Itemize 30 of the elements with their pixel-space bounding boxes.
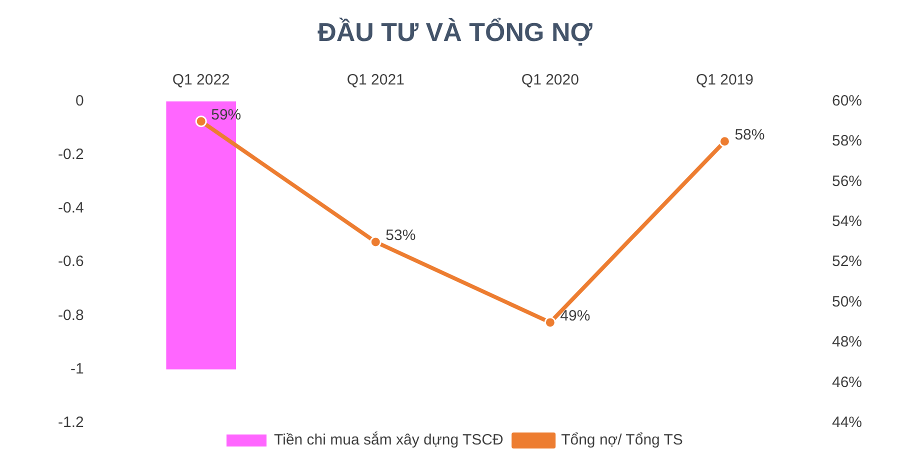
y-tick-label: -0.8 xyxy=(58,306,84,324)
point xyxy=(195,116,207,128)
x-tick-label: Q1 2020 xyxy=(521,71,579,88)
y2-tick-label: 50% xyxy=(832,293,862,310)
y2-tick-label: 60% xyxy=(832,92,862,110)
y-tick-label: -1 xyxy=(70,360,84,378)
x-tick-label: Q1 2021 xyxy=(346,71,404,88)
point xyxy=(370,236,382,248)
y2-tick-label: 54% xyxy=(832,213,862,230)
data-label: 58% xyxy=(734,126,765,144)
y-tick-label: -0.6 xyxy=(58,253,84,270)
point xyxy=(544,316,556,328)
y2-tick-label: 56% xyxy=(832,172,862,190)
data-label: 53% xyxy=(386,227,416,244)
y2-tick-label: 52% xyxy=(832,253,862,270)
y2-tick-label: 58% xyxy=(832,132,862,150)
point xyxy=(718,136,730,148)
y-tick-label: -0.4 xyxy=(58,200,84,217)
y2-tick-label: 48% xyxy=(832,334,862,351)
y2-tick-label: 46% xyxy=(832,374,862,391)
y-tick-label: 0 xyxy=(76,92,84,110)
x-tick-label: Q1 2019 xyxy=(696,71,754,88)
data-label: 49% xyxy=(560,308,590,325)
legend-label: Tiền chi mua sắm xây dựng TSCĐ xyxy=(274,430,504,449)
x-tick-label: Q1 2022 xyxy=(172,71,230,88)
chart-title: ĐẦU TƯ VÀ TỔNG NỢ xyxy=(318,16,594,47)
y-tick-label: -0.2 xyxy=(58,146,84,163)
y-tick-label: -1.2 xyxy=(58,414,84,432)
legend-label: Tổng nợ/ Tổng TS xyxy=(561,432,683,449)
y2-tick-label: 44% xyxy=(832,414,862,432)
